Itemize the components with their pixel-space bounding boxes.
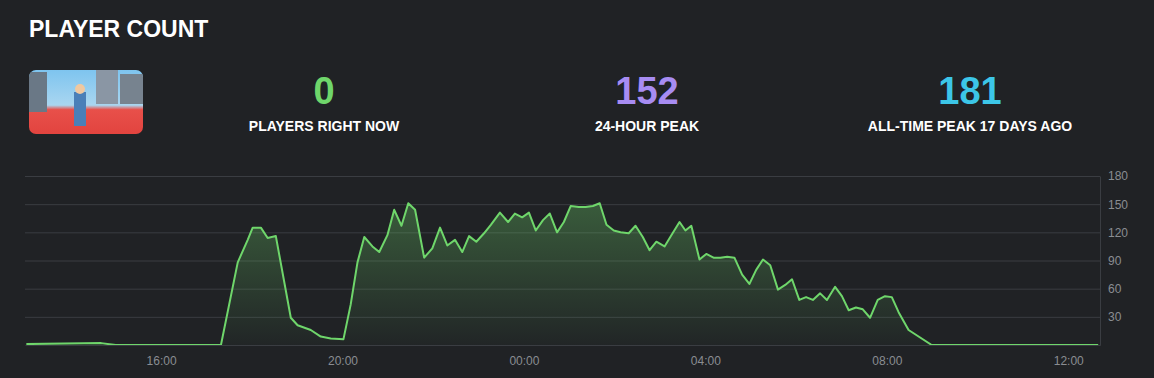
thumbnail-figure-head bbox=[75, 84, 85, 94]
y-tick-label: 30 bbox=[1108, 310, 1122, 324]
x-tick-label: 04:00 bbox=[691, 354, 721, 368]
y-tick-label: 120 bbox=[1108, 226, 1128, 240]
thumbnail-bg bbox=[29, 70, 143, 134]
x-tick: 12:00 bbox=[1054, 345, 1084, 368]
y-tick-label: 90 bbox=[1108, 254, 1122, 268]
page: PLAYER COUNT 0 PLAYERS RIGHT NOW 152 24-HOUR… bbox=[0, 0, 1154, 378]
x-tick-label: 20:00 bbox=[328, 354, 358, 368]
x-tick: 04:00 bbox=[691, 345, 721, 368]
x-tick-label: 16:00 bbox=[147, 354, 177, 368]
y-axis: 30 60 90 120 150 180 bbox=[25, 169, 1128, 345]
x-tick-label: 12:00 bbox=[1054, 354, 1084, 368]
stat-value: 152 bbox=[615, 70, 678, 112]
x-tick-label: 08:00 bbox=[872, 354, 902, 368]
y-tick-label: 180 bbox=[1108, 169, 1128, 183]
thumbnail-figure bbox=[74, 92, 86, 126]
y-tick-label: 150 bbox=[1108, 198, 1128, 212]
x-axis: 16:00 20:00 00:00 04:00 08:00 12:00 bbox=[26, 345, 1101, 368]
x-tick: 20:00 bbox=[328, 345, 358, 368]
thumbnail bbox=[29, 70, 143, 134]
thumbnail-building bbox=[29, 72, 47, 112]
grid-line bbox=[25, 204, 1100, 205]
x-axis-line bbox=[26, 345, 1101, 346]
stat-label: 24-HOUR PEAK bbox=[595, 118, 699, 134]
y-tick: 180 bbox=[25, 169, 1128, 183]
stat-value: 0 bbox=[313, 70, 334, 112]
x-tick: 16:00 bbox=[147, 345, 177, 368]
grid-line bbox=[25, 176, 1100, 177]
x-tick: 00:00 bbox=[509, 345, 539, 368]
stat-value: 181 bbox=[938, 70, 1001, 112]
stat-label: ALL-TIME PEAK 17 DAYS AGO bbox=[868, 118, 1072, 134]
background bbox=[0, 0, 1154, 378]
y-tick-label: 60 bbox=[1108, 282, 1122, 296]
title: PLAYER COUNT bbox=[29, 16, 208, 42]
area-fill bbox=[26, 203, 1098, 345]
thumbnail-building bbox=[96, 70, 118, 104]
x-tick: 08:00 bbox=[872, 345, 902, 368]
plot-area bbox=[26, 203, 1098, 345]
stat-label: PLAYERS RIGHT NOW bbox=[249, 118, 400, 134]
x-tick-label: 00:00 bbox=[509, 354, 539, 368]
line bbox=[26, 203, 1098, 345]
y-axis-line bbox=[1100, 177, 1101, 346]
thumbnail-building bbox=[120, 74, 143, 104]
